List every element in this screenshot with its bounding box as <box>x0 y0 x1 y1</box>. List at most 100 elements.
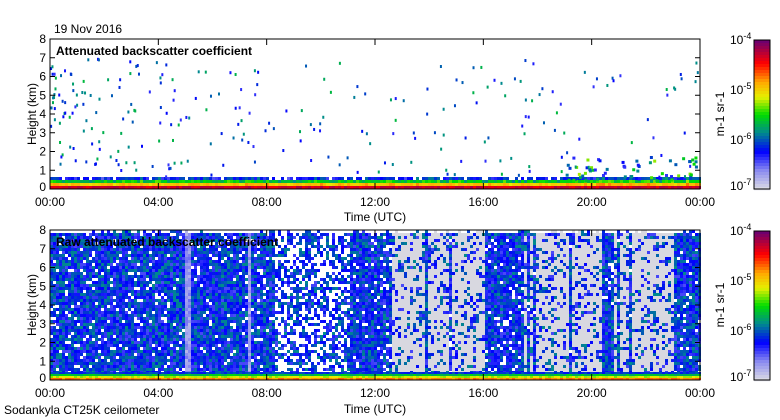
heatmap-cell <box>666 93 669 97</box>
heatmap-cell <box>134 260 137 263</box>
heatmap-cell <box>155 350 158 353</box>
heatmap-cell <box>68 299 71 302</box>
heatmap-cell <box>194 368 197 371</box>
heatmap-cell <box>641 186 644 189</box>
heatmap-cell <box>122 251 125 254</box>
heatmap-cell <box>263 293 266 296</box>
heatmap-cell <box>215 317 218 320</box>
heatmap-cell <box>194 372 197 374</box>
heatmap-cell <box>266 278 269 281</box>
heatmap-cell <box>80 359 83 362</box>
heatmap-cell <box>95 245 98 248</box>
heatmap-cell <box>51 101 54 105</box>
heatmap-cell <box>167 372 170 374</box>
heatmap-cell <box>119 284 122 287</box>
heatmap-cell <box>215 353 218 356</box>
heatmap-cell <box>92 239 95 242</box>
heatmap-cell <box>98 248 101 251</box>
heatmap-cell <box>260 378 263 380</box>
heatmap-cell <box>77 290 80 293</box>
heatmap-cell <box>221 293 224 296</box>
heatmap-cell <box>116 378 119 380</box>
heatmap-cell <box>182 233 185 236</box>
heatmap-cell <box>191 353 194 356</box>
heatmap-cell <box>353 95 356 99</box>
heatmap-cell <box>209 362 212 365</box>
heatmap-cell <box>95 305 98 308</box>
heatmap-cell <box>98 329 101 332</box>
heatmap-cell <box>74 326 77 329</box>
heatmap-cell <box>74 266 77 269</box>
heatmap-cell <box>131 260 134 263</box>
heatmap-cell <box>233 308 236 311</box>
heatmap-cell <box>660 153 663 157</box>
heatmap-cell <box>254 186 257 189</box>
heatmap-cell <box>143 326 146 329</box>
heatmap-cell <box>53 350 56 353</box>
heatmap-cell <box>497 183 500 186</box>
heatmap-cell <box>122 290 125 293</box>
heatmap-cell <box>263 335 266 338</box>
heatmap-cell <box>383 177 386 180</box>
heatmap-cell <box>221 186 224 189</box>
heatmap-cell <box>218 314 221 317</box>
heatmap-cell <box>83 326 86 329</box>
heatmap-cell <box>137 320 140 323</box>
heatmap-cell <box>104 242 107 245</box>
heatmap-cell <box>239 299 242 302</box>
heatmap-cell <box>209 302 212 305</box>
heatmap-cell <box>131 266 134 269</box>
heatmap-cell <box>56 338 59 341</box>
heatmap-cell <box>122 317 125 320</box>
heatmap-cell <box>61 153 64 157</box>
heatmap-cell <box>221 344 224 347</box>
heatmap-cell <box>563 180 566 183</box>
heatmap-cell <box>143 245 146 248</box>
heatmap-cell <box>167 293 170 296</box>
heatmap-cell <box>170 177 173 180</box>
heatmap-cell <box>71 278 74 281</box>
heatmap-cell <box>560 155 563 159</box>
heatmap-cell <box>98 368 101 371</box>
heatmap-cell <box>62 376 65 378</box>
heatmap-cell <box>104 281 107 284</box>
heatmap-cell <box>158 344 161 347</box>
heatmap-cell <box>110 266 113 269</box>
heatmap-cell <box>209 356 212 359</box>
heatmap-cell <box>104 299 107 302</box>
heatmap-cell <box>158 338 161 341</box>
heatmap-cell <box>212 359 215 362</box>
heatmap-cell <box>218 332 221 335</box>
heatmap-cell <box>75 93 78 97</box>
heatmap-cell <box>386 186 389 189</box>
heatmap-cell <box>65 332 68 335</box>
heatmap-cell <box>242 347 245 350</box>
heatmap-cell <box>257 344 260 347</box>
heatmap-cell <box>254 308 257 311</box>
heatmap-cell <box>152 302 155 305</box>
heatmap-cell <box>230 320 233 323</box>
heatmap-cell <box>146 251 149 254</box>
heatmap-cell <box>263 374 266 376</box>
heatmap-cell <box>98 314 101 317</box>
heatmap-cell <box>439 65 442 69</box>
heatmap-cell <box>533 180 536 183</box>
heatmap-cell <box>125 296 128 299</box>
heatmap-cell <box>56 248 59 251</box>
heatmap-cell <box>101 242 104 245</box>
heatmap-cell <box>254 368 257 371</box>
heatmap-cell <box>59 242 62 245</box>
heatmap-cell <box>146 269 149 272</box>
heatmap-cell <box>266 275 269 278</box>
heatmap-cell <box>227 365 230 368</box>
heatmap-cell <box>536 183 539 186</box>
heatmap-cell <box>653 180 656 183</box>
heatmap-cell <box>53 311 56 314</box>
heatmap-cell <box>173 177 176 180</box>
heatmap-cell <box>290 186 293 189</box>
heatmap-cell <box>143 317 146 320</box>
heatmap-cell <box>200 323 203 326</box>
heatmap-cell <box>188 365 191 368</box>
heatmap-cell <box>110 323 113 326</box>
heatmap-cell <box>194 332 197 335</box>
